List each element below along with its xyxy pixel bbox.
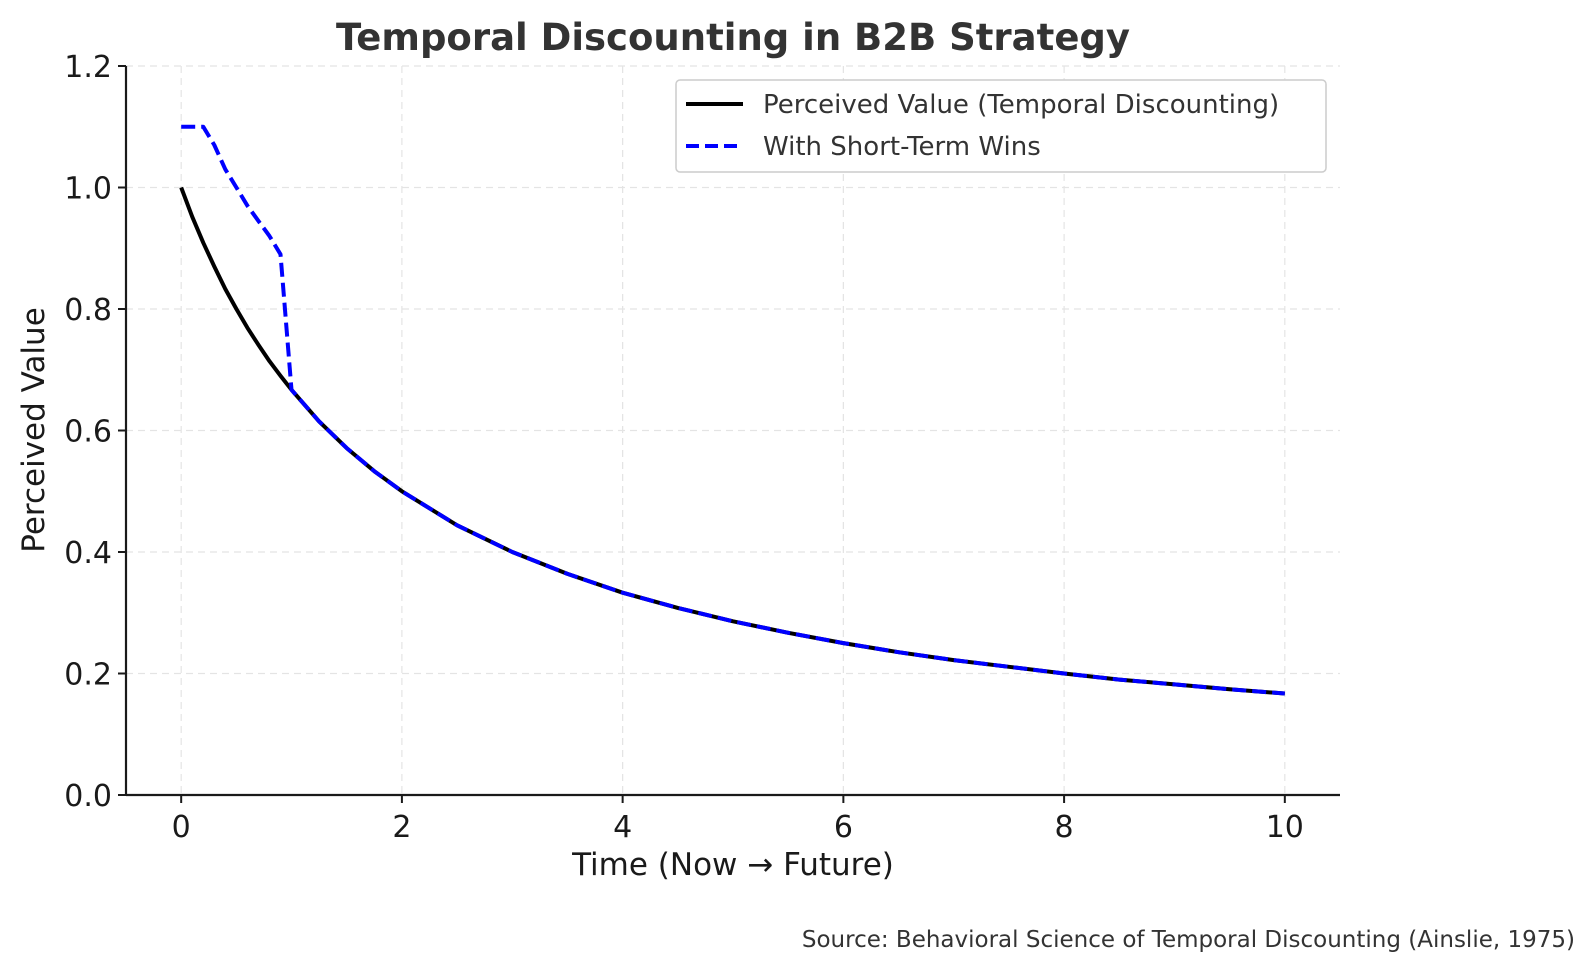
x-tick-label: 6 bbox=[834, 810, 853, 845]
x-tick-label: 2 bbox=[392, 810, 411, 845]
y-tick-label: 1.2 bbox=[64, 50, 112, 85]
legend-box bbox=[675, 79, 1327, 173]
legend-label-perceived-value: Perceived Value (Temporal Discounting) bbox=[763, 90, 1279, 120]
source-note: Source: Behavioral Science of Temporal D… bbox=[802, 927, 1575, 953]
series-line-perceived-value bbox=[179, 186, 1285, 696]
legend-label-short-term-wins: With Short-Term Wins bbox=[763, 132, 1041, 162]
x-tick-label: 0 bbox=[172, 810, 191, 845]
y-tick-label: 0.2 bbox=[64, 658, 112, 693]
x-axis-label: Time (Now → Future) bbox=[571, 847, 894, 883]
chart-title: Temporal Discounting in B2B Strategy bbox=[336, 16, 1130, 59]
y-axis-label: Perceived Value bbox=[16, 307, 52, 553]
axis-ticks: 0 2 4 6 8 10 0.0 0.2 0.4 0.6 0.8 1.0 1.2 bbox=[64, 50, 1304, 845]
plot-series bbox=[179, 124, 1285, 696]
y-tick-label: 0.0 bbox=[64, 779, 112, 814]
y-tick-label: 0.8 bbox=[64, 293, 112, 328]
x-tick-label: 8 bbox=[1055, 810, 1074, 845]
x-tick-label: 10 bbox=[1266, 810, 1304, 845]
legend: Perceived Value (Temporal Discounting) W… bbox=[675, 79, 1327, 173]
series-line-short-term-wins bbox=[181, 124, 1285, 696]
y-tick-label: 0.4 bbox=[64, 536, 112, 571]
grid-lines bbox=[126, 65, 1340, 795]
x-tick-label: 4 bbox=[613, 810, 632, 845]
y-tick-label: 1.0 bbox=[64, 172, 112, 207]
y-tick-label: 0.6 bbox=[64, 415, 112, 450]
